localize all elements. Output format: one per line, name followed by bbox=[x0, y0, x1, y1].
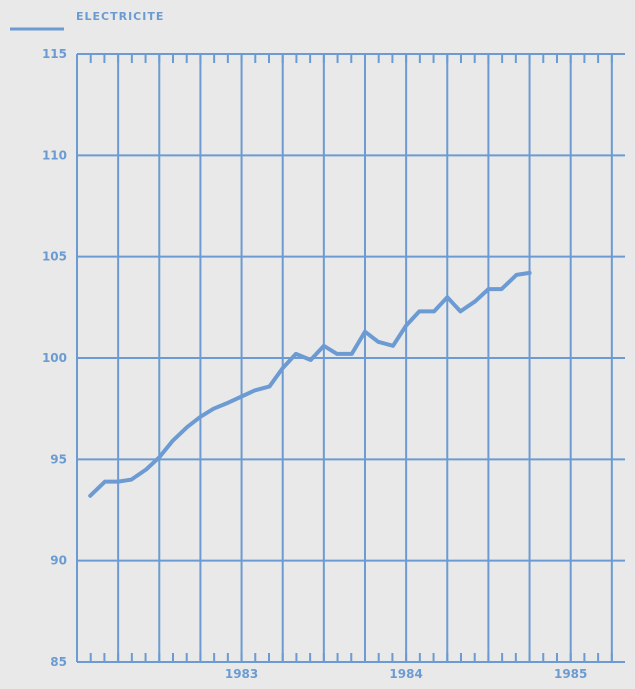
legend: ELECTRICITE bbox=[10, 10, 164, 31]
y-tick-label-115: 115 bbox=[42, 47, 67, 61]
legend-label-electricite: ELECTRICITE bbox=[76, 10, 164, 23]
y-tick-label-85: 85 bbox=[50, 655, 67, 669]
y-tick-label-105: 105 bbox=[42, 250, 67, 264]
y-tick-label-100: 100 bbox=[42, 351, 67, 365]
series-line-electricite bbox=[88, 270, 532, 498]
x-tick-label-1985: 1985 bbox=[554, 667, 587, 681]
y-axis-tick-labels: 85 90 95 100 105 110 115 bbox=[42, 47, 67, 669]
y-tick-label-90: 90 bbox=[50, 554, 67, 568]
x-axis-year-labels: 1983 1984 1985 bbox=[225, 667, 588, 681]
y-tick-label-110: 110 bbox=[42, 148, 67, 162]
x-tick-label-1983: 1983 bbox=[225, 667, 258, 681]
minor-ticks bbox=[76, 54, 613, 662]
x-tick-label-1984: 1984 bbox=[389, 667, 422, 681]
y-tick-label-95: 95 bbox=[50, 452, 67, 466]
